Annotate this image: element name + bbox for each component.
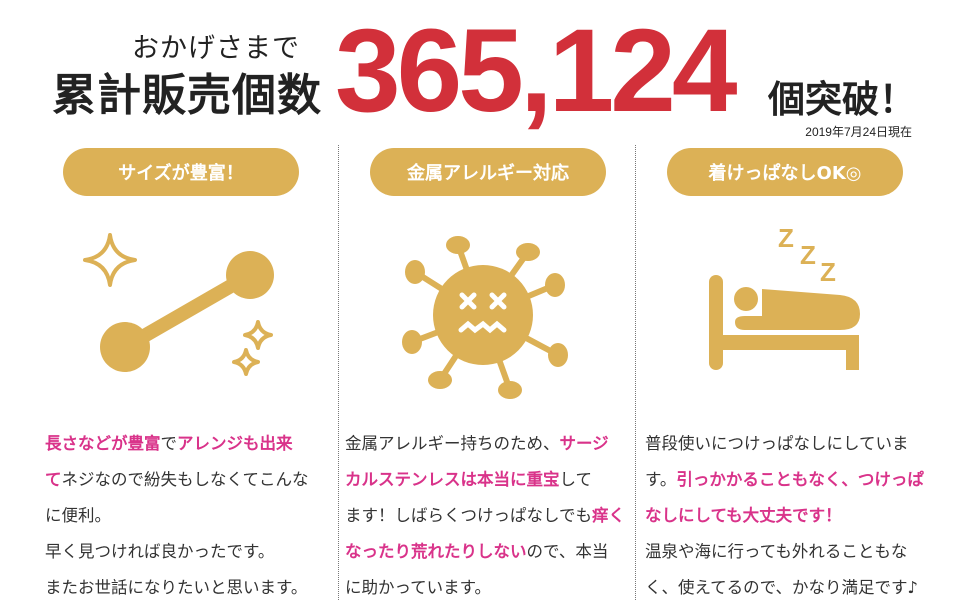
- feature-title-wear: 着けっぱなしOK◎: [667, 148, 903, 196]
- review-text-segment: 温泉や海に行っても外れることもな: [645, 542, 908, 561]
- review-line: 長さなどが豊富でアレンジも出来: [45, 426, 309, 462]
- review-text-segment: 金属アレルギー持ちのため、: [345, 434, 560, 453]
- review-line: なったり荒れたりしないので、本当: [345, 534, 625, 570]
- review-line: 早く見つければ良かったです。: [45, 534, 309, 570]
- column-divider: [635, 145, 636, 600]
- review-text-segment: 普段使いにつけっぱなしにしていま: [645, 434, 909, 453]
- highlighted-text: なったり荒れたりしない: [345, 542, 527, 561]
- sleeping-bed-icon: Z Z Z: [709, 223, 860, 370]
- review-line: てネジなので紛失もしなくてこんな: [45, 462, 309, 498]
- review-line: ます！しばらくつけっぱなしでも痒く: [345, 498, 625, 534]
- review-line: す。引っかかることもなく、つけっぱ: [645, 462, 924, 498]
- review-text-segment: で: [160, 434, 178, 453]
- highlighted-text: カルステンレスは本当に重宝: [345, 470, 560, 489]
- highlighted-text: て: [45, 470, 62, 489]
- review-text-segment: 早く見つければ良かったです。: [45, 542, 275, 561]
- highlighted-text: 長さなどが豊富: [45, 434, 161, 453]
- barbell-sparkle-icon: [83, 233, 274, 376]
- review-line: カルステンレスは本当に重宝して: [345, 462, 625, 498]
- review-line: 温泉や海に行っても外れることもな: [645, 534, 924, 570]
- feature-title-size: サイズが豊富！: [63, 148, 299, 196]
- review-text-size: 長さなどが豊富でアレンジも出来 てネジなので紛失もしなくてこんな に便利。 早く見つけ…: [45, 426, 309, 606]
- review-line: く、使えてるので、かなり満足です♪: [645, 570, 924, 606]
- review-line: 金属アレルギー持ちのため、サージ: [345, 426, 625, 462]
- breakthrough-text: 個突破！: [768, 78, 916, 121]
- review-text-segment: に便利。: [45, 506, 111, 525]
- review-text-segment: す。: [645, 470, 677, 489]
- highlighted-text: サージ: [559, 434, 609, 453]
- review-line: に助かっています。: [345, 570, 625, 606]
- review-text-segment: ネジなので紛失もしなくてこんな: [61, 470, 309, 489]
- review-line: に便利。: [45, 498, 309, 534]
- column-divider: [338, 145, 339, 600]
- review-text-segment: ので、本当: [526, 542, 609, 561]
- highlighted-text: アレンジも出来: [177, 434, 293, 453]
- review-text-segment: に助かっています。: [345, 578, 492, 597]
- zzz-text: Z: [778, 223, 794, 253]
- highlighted-text: 痒く: [592, 506, 626, 525]
- svg-text:Z: Z: [800, 240, 816, 270]
- feature-title-allergy: 金属アレルギー対応: [370, 148, 606, 196]
- svg-text:Z: Z: [820, 257, 836, 287]
- highlighted-text: 引っかかることもなく、つけっぱ: [676, 470, 924, 489]
- review-text-wear: 普段使いにつけっぱなしにしていま す。引っかかることもなく、つけっぱ なしにしても大…: [645, 426, 924, 606]
- as-of-date: 2019年7月24日現在: [805, 125, 912, 139]
- thanks-text: おかげさまで: [132, 33, 300, 64]
- review-text-segment: して: [559, 470, 593, 489]
- review-line: またお世話になりたいと思います。: [45, 570, 309, 606]
- total-sales-label: 累計販売個数: [52, 70, 322, 121]
- review-line: 普段使いにつけっぱなしにしていま: [645, 426, 924, 462]
- virus-icon: [402, 236, 568, 399]
- review-text-segment: く、使えてるので、かなり満足です♪: [645, 578, 919, 597]
- review-text-segment: またお世話になりたいと思います。: [45, 578, 308, 597]
- sales-count: 365,124: [335, 5, 738, 137]
- review-text-segment: ます！しばらくつけっぱなしでも: [345, 506, 593, 525]
- review-text-allergy: 金属アレルギー持ちのため、サージ カルステンレスは本当に重宝して ます！しばらくつけ…: [345, 426, 625, 606]
- highlighted-text: なしにしても大丈夫です！: [645, 506, 842, 525]
- review-line: なしにしても大丈夫です！: [645, 498, 924, 534]
